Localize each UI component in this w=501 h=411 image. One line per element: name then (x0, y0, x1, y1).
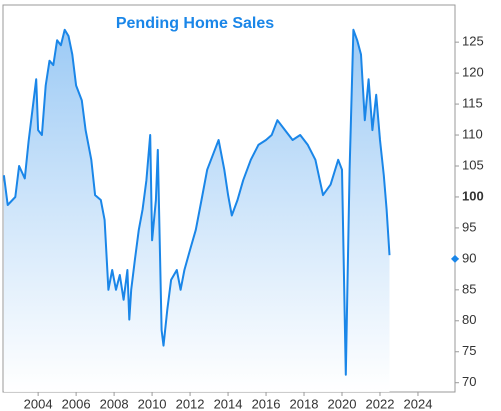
y-tick-label: 95 (462, 219, 476, 234)
x-tick-label: 2014 (214, 396, 243, 411)
y-tick-label: 115 (462, 96, 483, 111)
x-tick-label: 2018 (290, 396, 319, 411)
x-tick-label: 2008 (100, 396, 129, 411)
y-tick-label: 80 (462, 312, 476, 327)
area-fill (3, 29, 390, 393)
x-tick-label: 2016 (252, 396, 281, 411)
y-tick-label: 90 (462, 250, 476, 265)
chart-title: Pending Home Sales (116, 15, 274, 32)
x-tick-label: 2004 (24, 396, 53, 411)
y-tick-label: 120 (462, 65, 484, 80)
y-tick-label: 105 (462, 157, 484, 172)
x-tick-label: 2006 (62, 396, 91, 411)
x-tick-label: 2010 (138, 396, 167, 411)
y-tick-label: 100 (462, 188, 484, 203)
x-tick-label: 2024 (404, 396, 433, 411)
line (2, 28, 391, 376)
current-marker (451, 254, 459, 263)
y-tick-label: 125 (462, 34, 484, 49)
x-tick-label: 2022 (366, 396, 395, 411)
x-tick-label: 2012 (176, 396, 205, 411)
y-tick-label: 70 (462, 374, 476, 389)
y-tick-label: 110 (462, 126, 483, 141)
y-tick-label: 85 (462, 281, 476, 296)
x-tick-label: 2020 (328, 396, 357, 411)
y-tick-label: 75 (462, 343, 476, 358)
